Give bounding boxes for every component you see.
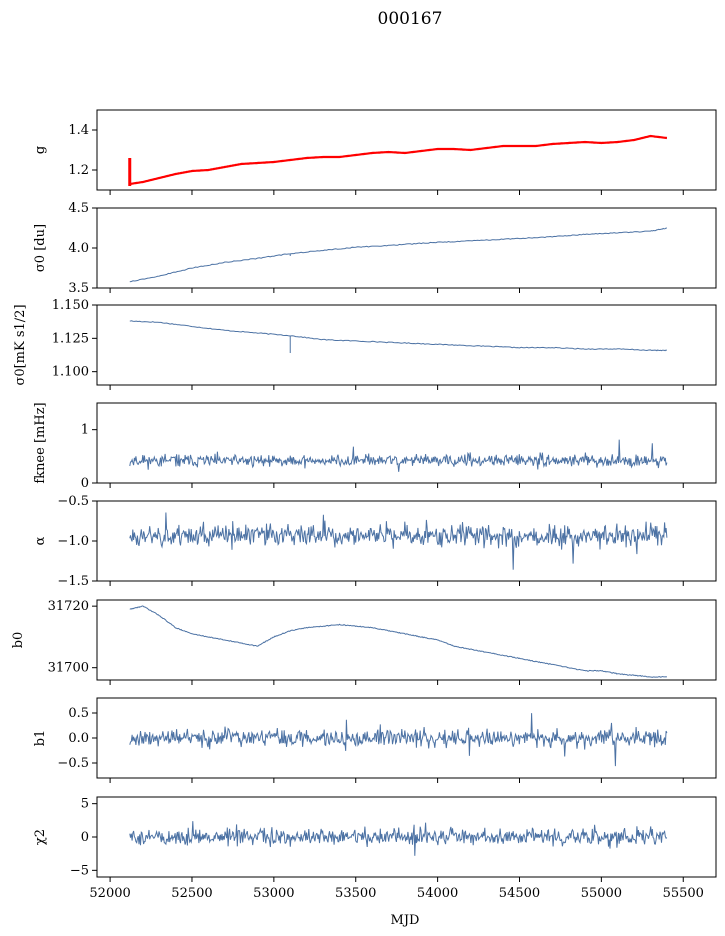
series-line-data [129, 227, 667, 283]
y-axis-label: σ0[mK s1/2] [13, 304, 28, 385]
y-tick-label: −5 [70, 863, 89, 878]
y-tick-label: 5 [81, 797, 89, 812]
y-tick-label: 1.2 [68, 163, 89, 178]
series-line-data [129, 821, 668, 856]
y-axis-label: χ2 [33, 829, 48, 845]
series-line-data [129, 713, 668, 767]
x-tick-label: 53500 [335, 886, 376, 901]
panel-frame [96, 599, 717, 681]
x-axis-label: MJD [391, 913, 420, 928]
y-axis-label: g [33, 146, 48, 154]
panel-frame [96, 304, 717, 386]
panels-group: 1.2 1.4 g 3.5 4.0 4.5 σ0 [du] 1.100 1.125 1.150 σ0… [11, 109, 717, 901]
y-tick-label: 31700 [48, 661, 89, 676]
panel-chi2: −5 0 5 52000 52500 53000 53500 54000 54500 55000 5… [33, 796, 717, 901]
y-tick-label: 1.150 [52, 298, 89, 313]
panel-sigma0_du: 3.5 4.0 4.5 σ0 [du] [33, 201, 717, 296]
y-tick-label: 0.0 [68, 731, 89, 746]
y-tick-label: −1.0 [57, 534, 89, 549]
y-tick-label: 3.5 [68, 281, 89, 296]
x-tick-label: 55000 [581, 886, 622, 901]
panel-frame [96, 207, 717, 289]
x-tick-label: 54000 [417, 886, 458, 901]
panel-b1: −0.5 0.0 0.5 b1 [33, 697, 717, 783]
y-tick-label: 0 [81, 830, 89, 845]
y-tick-label: −0.5 [57, 756, 89, 771]
y-tick-label: 1.125 [52, 331, 89, 346]
y-axis-label: fknee [mHz] [33, 402, 48, 483]
x-tick-label: 54500 [499, 886, 540, 901]
panel-fknee: 0 1 fknee [mHz] [33, 402, 717, 491]
panel-g: 1.2 1.4 g [33, 109, 717, 195]
y-axis-label: b1 [33, 730, 48, 747]
y-tick-label: 1 [81, 423, 89, 438]
series-line-model [129, 134, 668, 186]
panel-frame [96, 402, 717, 484]
y-axis-label: b0 [11, 632, 26, 649]
x-tick-label: 52500 [171, 886, 212, 901]
y-tick-label: 4.5 [68, 201, 89, 216]
y-axis-label: σ0 [du] [33, 224, 48, 272]
x-tick-label: 52000 [89, 886, 130, 901]
y-tick-label: −0.5 [57, 494, 89, 509]
series-line-data [129, 439, 668, 472]
panel-frame [96, 109, 717, 191]
y-tick-label: 0 [81, 476, 89, 491]
y-tick-label: −1.5 [57, 574, 89, 589]
y-tick-label: 31720 [48, 599, 89, 614]
x-tick-label: 53000 [253, 886, 294, 901]
y-axis-label: α [33, 536, 48, 545]
y-tick-label: 1.4 [68, 123, 89, 138]
x-tick-label: 55500 [663, 886, 704, 901]
panel-b0: 31700 31720 b0 [11, 599, 717, 685]
panel-sigma0_mks: 1.100 1.125 1.150 σ0[mK s1/2] [13, 298, 717, 390]
series-line-data [129, 512, 668, 570]
y-tick-label: 4.0 [68, 241, 89, 256]
panel-alpha: −1.5 −1.0 −0.5 α [33, 494, 717, 589]
y-tick-label: 0.5 [68, 706, 89, 721]
series-line-data [129, 320, 668, 352]
y-tick-label: 1.100 [52, 365, 89, 380]
series-line-data [129, 605, 667, 678]
figure-title: 000167 [378, 9, 443, 29]
